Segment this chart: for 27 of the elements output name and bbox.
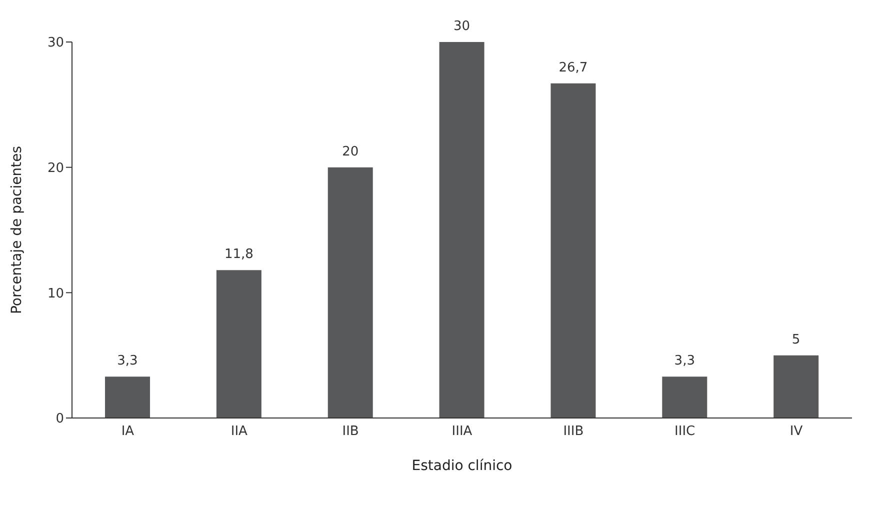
data-label: 5 — [792, 332, 800, 348]
data-label: 30 — [454, 19, 470, 34]
bar — [439, 42, 484, 418]
data-label: 3,3 — [117, 354, 138, 369]
x-tick-label: IV — [790, 424, 803, 440]
data-label: 20 — [342, 144, 359, 160]
x-tick-label: IIIB — [563, 424, 584, 440]
y-tick-label: 0 — [56, 412, 64, 427]
bar — [550, 83, 596, 418]
data-label: 11,8 — [224, 247, 254, 262]
bar — [662, 376, 708, 418]
y-tick-label: 10 — [47, 286, 64, 302]
y-tick-label: 20 — [47, 160, 64, 176]
bar — [105, 376, 150, 418]
x-tick-label: IIIA — [452, 424, 472, 440]
x-axis-title: Estadio clínico — [412, 458, 512, 474]
bar — [216, 270, 262, 418]
bar — [328, 167, 373, 418]
y-tick-label: 30 — [47, 36, 64, 51]
x-tick-label: IA — [121, 424, 134, 440]
x-tick-label: IIIC — [674, 424, 696, 440]
x-tick-label: IIA — [230, 424, 248, 440]
x-tick-label: IIB — [342, 424, 359, 440]
y-axis-title: Porcentaje de pacientes — [8, 146, 25, 314]
data-label: 26,7 — [558, 60, 588, 76]
bar — [774, 355, 819, 418]
data-label: 3,3 — [674, 354, 695, 369]
